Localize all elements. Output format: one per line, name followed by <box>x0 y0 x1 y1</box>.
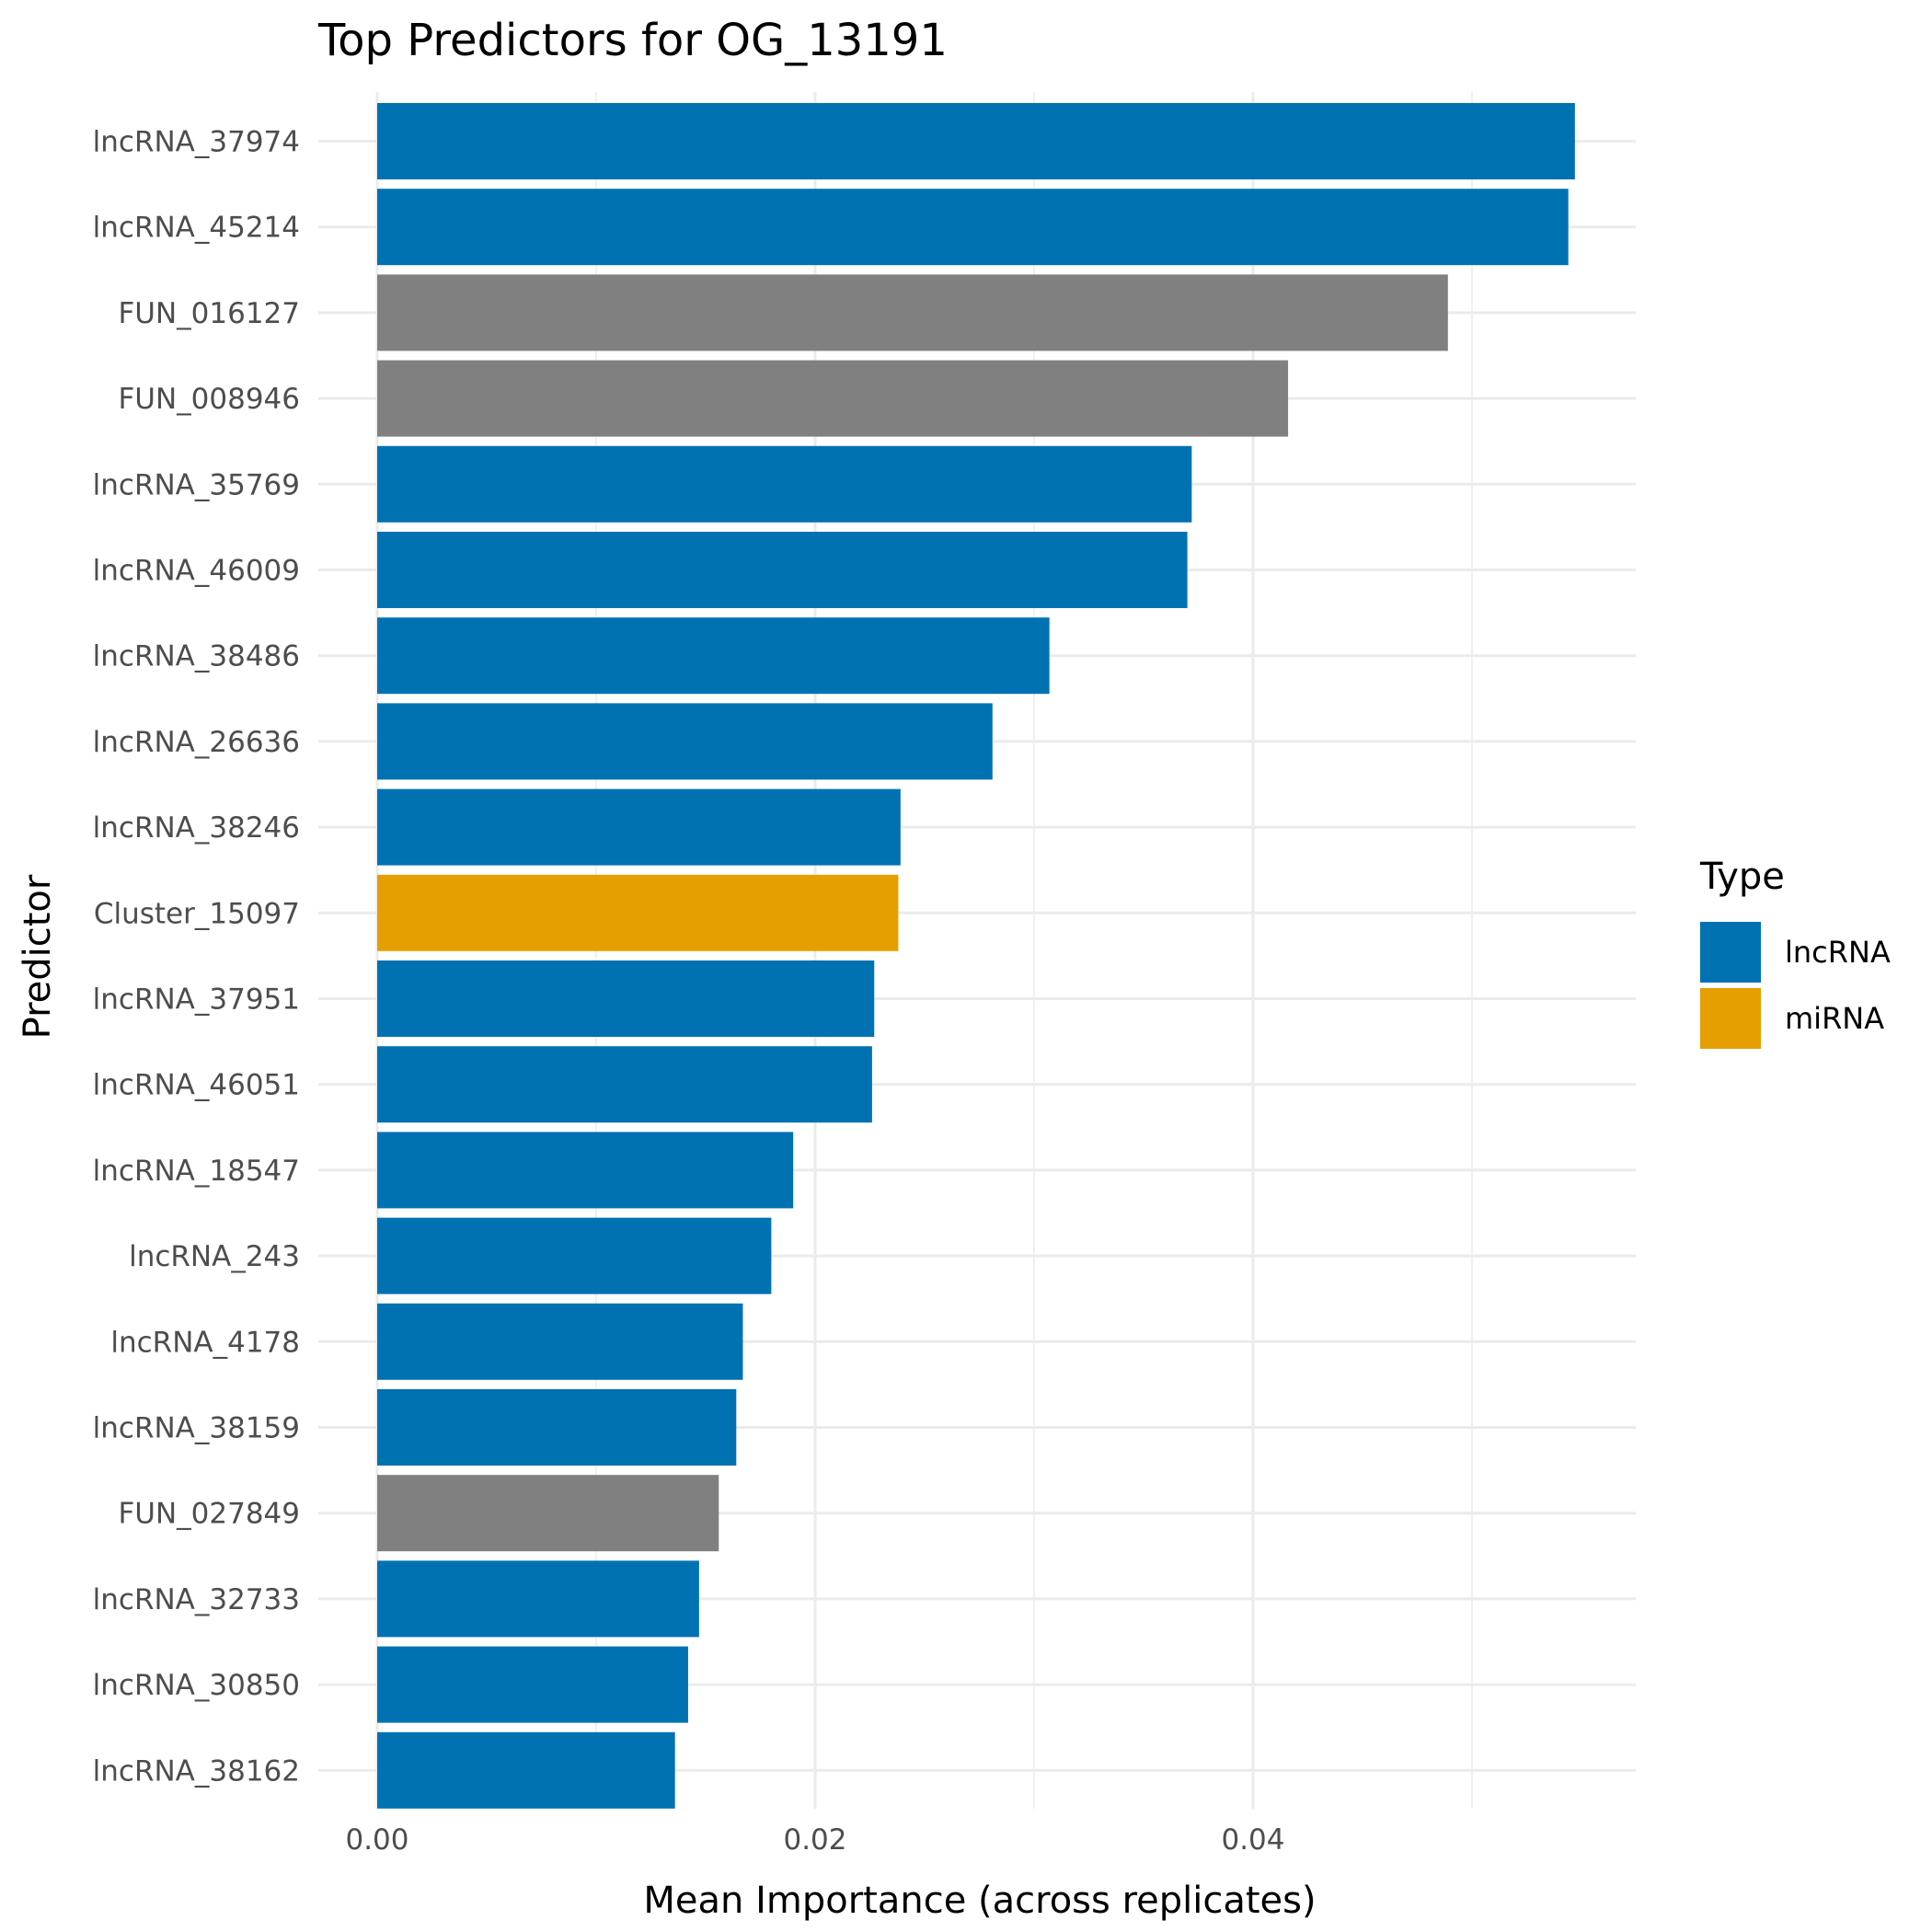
bar-lncRNA_26636 <box>377 703 993 780</box>
bar-lncRNA_37951 <box>377 960 875 1037</box>
legend-label-lncRNA: lncRNA <box>1785 935 1891 970</box>
legend-swatch-miRNA <box>1700 988 1761 1049</box>
bar-lncRNA_4178 <box>377 1303 743 1380</box>
bar-lncRNA_46009 <box>377 532 1188 608</box>
bar-FUN_008946 <box>377 360 1289 437</box>
bar-lncRNA_38162 <box>377 1731 675 1809</box>
legend-title: Type <box>1699 856 1785 898</box>
x-axis-tick-labels: 0.00 0.02 0.04 <box>345 1823 1284 1857</box>
bar-lncRNA_18547 <box>377 1132 794 1209</box>
y-tick-label: lncRNA_35769 <box>93 468 300 501</box>
y-tick-label: lncRNA_46051 <box>93 1069 300 1102</box>
y-axis-title: Predictor <box>17 874 59 1039</box>
bars <box>377 103 1575 1809</box>
bar-lncRNA_32733 <box>377 1560 699 1638</box>
bar-Cluster_15097 <box>377 874 899 951</box>
legend: Type lncRNA miRNA <box>1699 856 1891 1049</box>
y-tick-label: FUN_027849 <box>118 1498 300 1531</box>
bar-FUN_016127 <box>377 274 1448 351</box>
bar-lncRNA_45214 <box>377 189 1569 266</box>
bar-lncRNA_38486 <box>377 617 1050 695</box>
y-tick-label: lncRNA_45214 <box>93 212 300 245</box>
y-axis-tick-labels: lncRNA_37974 lncRNA_45214 FUN_016127 FUN_00… <box>93 126 300 1788</box>
chart-title: Top Predictors for OG_13191 <box>317 15 948 66</box>
bar-lncRNA_243 <box>377 1217 772 1294</box>
y-tick-label: lncRNA_4178 <box>110 1326 300 1359</box>
y-tick-label: lncRNA_243 <box>129 1240 300 1273</box>
y-tick-label: lncRNA_38246 <box>93 811 300 845</box>
bar-lncRNA_38246 <box>377 788 901 866</box>
y-tick-label: lncRNA_32733 <box>93 1583 300 1616</box>
bar-lncRNA_46051 <box>377 1046 872 1123</box>
y-tick-label: lncRNA_38159 <box>93 1412 300 1445</box>
x-tick-label: 0.02 <box>783 1823 846 1857</box>
y-tick-label: lncRNA_38162 <box>93 1754 300 1788</box>
y-tick-label: lncRNA_46009 <box>93 555 300 588</box>
y-tick-label: lncRNA_38486 <box>93 640 300 673</box>
y-tick-label: FUN_016127 <box>118 297 300 330</box>
x-axis-title: Mean Importance (across replicates) <box>643 1880 1316 1922</box>
bar-lncRNA_37974 <box>377 103 1575 179</box>
bar-FUN_027849 <box>377 1475 719 1552</box>
y-tick-label: lncRNA_37951 <box>93 983 300 1017</box>
bar-lncRNA_30850 <box>377 1646 688 1723</box>
y-tick-label: lncRNA_30850 <box>93 1669 300 1702</box>
legend-label-miRNA: miRNA <box>1785 1001 1884 1036</box>
y-tick-label: lncRNA_26636 <box>93 726 300 759</box>
y-tick-label: lncRNA_37974 <box>93 126 300 159</box>
x-tick-label: 0.04 <box>1221 1823 1284 1857</box>
y-tick-label: Cluster_15097 <box>94 897 300 930</box>
bar-lncRNA_38159 <box>377 1389 737 1466</box>
legend-swatch-lncRNA <box>1700 922 1761 983</box>
x-tick-label: 0.00 <box>345 1823 408 1857</box>
bar-lncRNA_35769 <box>377 445 1192 523</box>
y-tick-label: FUN_008946 <box>118 383 300 416</box>
y-tick-label: lncRNA_18547 <box>93 1155 300 1188</box>
